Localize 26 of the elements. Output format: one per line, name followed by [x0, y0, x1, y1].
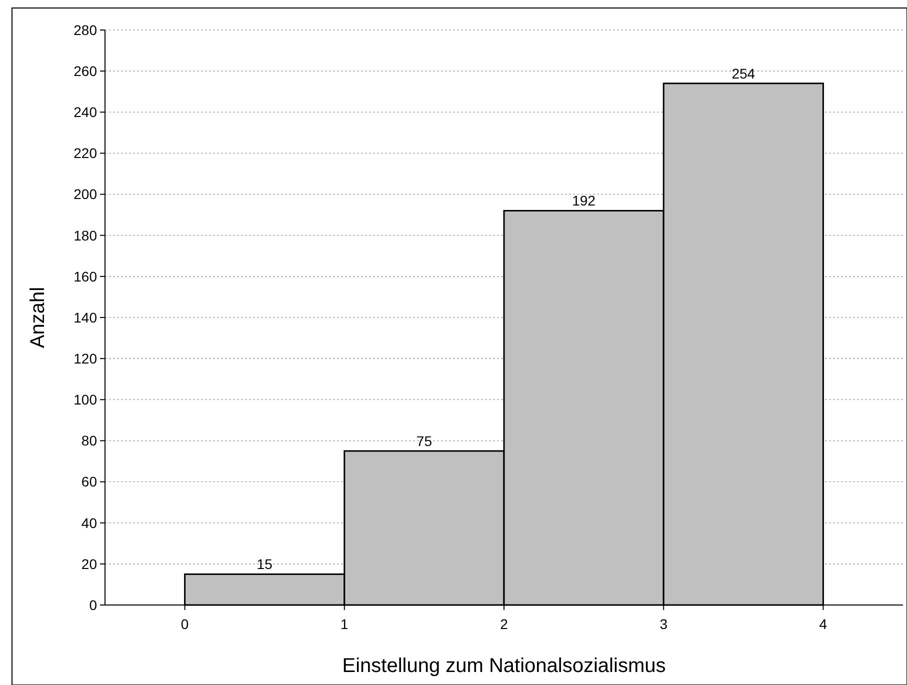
y-tick-label: 200 [74, 186, 98, 202]
x-tick-label: 0 [180, 616, 189, 632]
y-tick-label: 100 [74, 392, 98, 408]
y-tick-label: 80 [81, 432, 98, 449]
y-tick-label: 140 [74, 309, 98, 326]
y-tick-label: 240 [74, 104, 98, 120]
y-tick-label: 180 [74, 227, 98, 244]
y-tick-label: 260 [74, 62, 98, 79]
y-axis-title: Anzahl [27, 286, 49, 348]
y-tick-label: 280 [74, 22, 98, 38]
y-tick-label: 160 [74, 268, 98, 284]
data-label: 192 [572, 192, 596, 209]
x-axis-title: Einstellung zum Nationalsozialismus [342, 655, 666, 677]
data-label: 75 [416, 432, 432, 449]
y-tick-label: 20 [81, 556, 98, 572]
data-label: 15 [256, 556, 273, 572]
y-tick-label: 0 [89, 596, 98, 613]
x-tick-label: 3 [660, 616, 668, 632]
x-tick-label: 2 [500, 616, 508, 632]
y-tick-label: 60 [81, 474, 98, 490]
y-tick-label: 40 [81, 514, 98, 531]
y-tick-label: 220 [74, 145, 98, 162]
x-tick-label: 4 [819, 616, 828, 632]
x-tick-label: 1 [340, 616, 348, 632]
y-tick-label: 120 [74, 350, 98, 366]
data-label: 254 [732, 65, 756, 82]
